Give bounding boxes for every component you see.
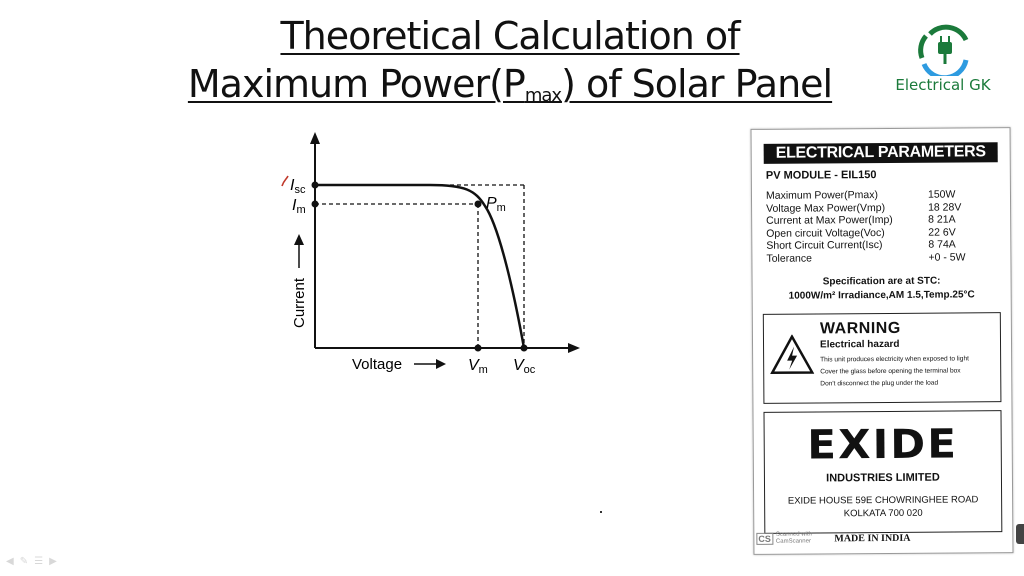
parameter-table: Maximum Power(Pmax) 150W Voltage Max Powe… [766,188,997,265]
param-value: 8 21A [928,213,956,226]
param-key: Current at Max Power(Imp) [766,213,893,227]
warning-box: WARNING Electrical hazard This unit prod… [762,312,1002,404]
pm-label: Pm [486,195,506,214]
param-value: 150W [927,188,956,201]
brand-name: Electrical GK [895,76,991,94]
scroll-handle[interactable] [1016,524,1024,544]
prev-slide-icon[interactable]: ◀ [6,556,14,567]
address-line-1: EXIDE HOUSE 59E CHOWRINGHEE ROAD [787,494,979,507]
menu-icon[interactable]: ☰ [34,556,44,567]
module-model: PV MODULE - EIL150 [765,169,877,182]
scanner-tag: CS [756,532,773,545]
param-key: Tolerance [766,251,812,265]
manufacturer-box: EXIDE INDUSTRIES LIMITED EXIDE HOUSE 59E… [763,410,1003,534]
scanner-text-2: CamScanner [775,538,811,545]
warning-line: Don't disconnect the plug under the load [820,379,939,388]
slide-title: Theoretical Calculation of Maximum Power… [150,12,870,116]
title-line-2-pre: Maximum Power(P [187,62,526,106]
panel-spec-label: ELECTRICAL PARAMETERS PV MODULE - EIL150… [750,127,1014,555]
pen-icon[interactable]: ✎ [19,556,29,567]
vm-point [474,344,482,352]
im-point [311,200,319,208]
stc-note: Specification are at STC: 1000W/m² Irrad… [763,274,1001,304]
stray-dot [600,511,602,513]
address-line-2: KOLKATA 700 020 [843,507,923,520]
param-key: Voltage Max Power(Vmp) [766,201,886,215]
isc-label: Isc [290,177,306,196]
im-label: Im [292,197,306,216]
plug-logo-icon [918,24,969,81]
param-value: 8 74A [928,238,956,251]
title-pmax-subscript: max [524,85,562,106]
title-line-2-post: ) of Solar Panel [561,62,833,106]
warning-subtitle: Electrical hazard [819,338,900,351]
y-axis-label: Current [291,277,308,328]
made-in-label: MADE IN INDIA [834,532,911,545]
scanner-text-1: Scanned with [775,531,812,538]
x-axis-label: Voltage [352,356,402,373]
param-key: Short Circuit Current(Isc) [766,238,883,252]
y-axis-label-arrowhead [294,234,304,245]
voc-label: Voc [513,357,536,376]
x-axis-label-arrowhead [436,359,446,369]
manufacturer-address: EXIDE HOUSE 59E CHOWRINGHEE ROAD KOLKATA… [765,493,1001,521]
voc-point [520,344,528,352]
y-axis-arrow [310,132,320,144]
param-key: Open circuit Voltage(Voc) [766,226,885,240]
next-slide-icon[interactable]: ▶ [49,556,57,567]
vm-label: Vm [468,357,488,376]
slide-toolbar: ◀ ✎ ☰ ▶ [6,556,57,567]
scanner-watermark: CS Scanned with CamScanner [756,531,812,545]
card-header: ELECTRICAL PARAMETERS [763,142,998,164]
isc-point [311,181,319,189]
param-value: 18 28V [928,200,962,214]
param-row: Tolerance +0 - 5W [766,251,996,265]
electric-hazard-icon [770,334,815,375]
x-axis-arrow [568,343,580,353]
pm-point [474,200,482,208]
title-line-2: Maximum Power(Pmax) of Solar Panel [187,60,833,116]
manufacturer-name: INDUSTRIES LIMITED [826,471,940,485]
iv-curve-graph: Isc Im Pm Vm Voc Voltage Current [281,132,580,376]
brand-logo: Electrical GK [888,24,998,104]
param-key: Maximum Power(Pmax) [765,189,879,202]
stc-line-2: 1000W/m² Irradiance,AM 1.5,Temp.25°C [788,289,975,302]
isc-red-mark [281,175,289,187]
warning-title: WARNING [819,319,901,338]
iv-curve [315,183,526,349]
title-line-1: Theoretical Calculation of [280,14,740,58]
warning-text: This unit produces electricity when expo… [820,353,996,390]
param-value: 22 6V [928,225,956,239]
exide-logo: EXIDE [807,421,959,469]
param-value: +0 - 5W [928,250,966,264]
